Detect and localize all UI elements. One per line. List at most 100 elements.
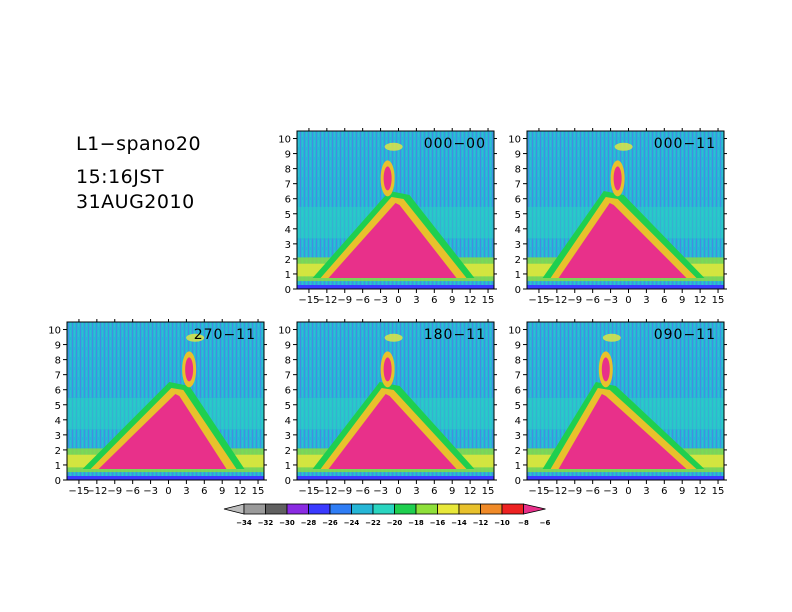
top-puff xyxy=(614,142,633,151)
x-tick-label: 0 xyxy=(395,486,401,497)
x-tick-label: −6 xyxy=(355,295,370,306)
surface-strip xyxy=(297,285,494,289)
y-tick-label: 7 xyxy=(285,371,291,382)
x-tick-label: 12 xyxy=(464,486,477,497)
x-tick-label: 3 xyxy=(643,486,649,497)
y-tick-label: 9 xyxy=(55,341,61,352)
plume-core xyxy=(98,393,227,469)
colorbar-label: −10 xyxy=(494,519,510,527)
x-tick-label: −9 xyxy=(337,486,352,497)
y-tick-label: 1 xyxy=(285,270,291,281)
y-tick-label: 10 xyxy=(278,326,291,337)
panel-label: 000−00 xyxy=(424,136,486,152)
column-core xyxy=(383,166,392,191)
x-tick-label: −3 xyxy=(373,295,388,306)
colorbar-swatch xyxy=(329,503,352,515)
y-tick-label: 5 xyxy=(285,401,291,412)
y-tick-label: 1 xyxy=(55,461,61,472)
y-tick-label: 8 xyxy=(515,356,521,367)
y-tick-label: 0 xyxy=(285,285,291,296)
colorbar-label: −32 xyxy=(258,519,274,527)
panel-frame xyxy=(296,130,495,290)
panel-frame xyxy=(526,130,725,290)
column-core xyxy=(601,357,610,382)
station-label: L1−spano20 xyxy=(76,133,202,155)
surface-strip xyxy=(527,476,724,480)
colorbar-low-arrow xyxy=(223,503,245,515)
x-tick-label: −3 xyxy=(603,295,618,306)
y-tick-label: 0 xyxy=(285,476,291,487)
top-puff xyxy=(602,333,621,342)
x-tick-label: 9 xyxy=(219,486,225,497)
x-tick-label: 0 xyxy=(625,295,631,306)
y-tick-label: 0 xyxy=(515,476,521,487)
y-tick-label: 4 xyxy=(515,225,521,236)
top-puff xyxy=(384,333,403,342)
panel-label: 090−11 xyxy=(654,327,716,343)
x-tick-label: −6 xyxy=(585,486,600,497)
colorbar-label: −8 xyxy=(518,519,529,527)
colorbar-label: −28 xyxy=(301,519,317,527)
x-tick-label: 3 xyxy=(413,295,419,306)
colorbar-swatch xyxy=(480,503,503,515)
surface-strip xyxy=(297,476,494,480)
x-tick-label: 15 xyxy=(712,486,725,497)
plume-core xyxy=(558,393,687,469)
y-tick-label: 0 xyxy=(55,476,61,487)
colorbar-label: −12 xyxy=(473,519,489,527)
colorbar-label: −16 xyxy=(430,519,446,527)
colorbar-swatch xyxy=(265,503,288,515)
time-label: 15:16JST xyxy=(76,166,165,188)
x-tick-label: 0 xyxy=(165,486,171,497)
x-tick-label: −9 xyxy=(107,486,122,497)
surface-strip xyxy=(527,285,724,289)
x-tick-label: 9 xyxy=(679,295,685,306)
y-tick-label: 10 xyxy=(508,326,521,337)
y-tick-label: 6 xyxy=(515,195,521,206)
y-tick-label: 1 xyxy=(515,270,521,281)
y-tick-label: 3 xyxy=(515,431,521,442)
y-tick-label: 6 xyxy=(55,386,61,397)
x-tick-label: 3 xyxy=(643,295,649,306)
x-tick-label: 12 xyxy=(694,295,707,306)
y-tick-label: 9 xyxy=(285,341,291,352)
x-tick-label: 0 xyxy=(625,486,631,497)
x-tick-label: −9 xyxy=(567,486,582,497)
plume-core xyxy=(328,393,457,469)
y-tick-label: 6 xyxy=(515,386,521,397)
panel-label: 000−11 xyxy=(654,136,716,152)
x-tick-label: −15 xyxy=(528,486,549,497)
column-core xyxy=(383,357,392,382)
colorbar-label: −24 xyxy=(344,519,360,527)
panel-frame xyxy=(296,321,495,481)
y-tick-label: 4 xyxy=(285,225,291,236)
colorbar-swatch xyxy=(437,503,460,515)
colorbar-swatch xyxy=(243,503,266,515)
x-tick-label: 12 xyxy=(694,486,707,497)
panel-label: 270−11 xyxy=(194,327,256,343)
top-puff xyxy=(384,142,403,151)
panel-frame xyxy=(526,321,725,481)
top-puff xyxy=(186,333,205,342)
plume-core xyxy=(328,202,457,278)
colorbar-label: −18 xyxy=(408,519,424,527)
x-tick-label: 3 xyxy=(183,486,189,497)
colorbar-label: −20 xyxy=(387,519,403,527)
x-tick-label: 9 xyxy=(449,295,455,306)
x-tick-label: −3 xyxy=(373,486,388,497)
x-tick-label: 15 xyxy=(252,486,265,497)
x-tick-label: −6 xyxy=(585,295,600,306)
plume-core xyxy=(558,202,687,278)
x-tick-label: −15 xyxy=(298,295,319,306)
y-tick-label: 8 xyxy=(285,165,291,176)
x-tick-label: −6 xyxy=(355,486,370,497)
x-tick-label: −15 xyxy=(68,486,89,497)
y-tick-label: 4 xyxy=(285,416,291,427)
y-tick-label: 5 xyxy=(55,401,61,412)
y-tick-label: 2 xyxy=(515,446,521,457)
y-tick-label: 3 xyxy=(515,240,521,251)
x-tick-label: 6 xyxy=(431,486,437,497)
